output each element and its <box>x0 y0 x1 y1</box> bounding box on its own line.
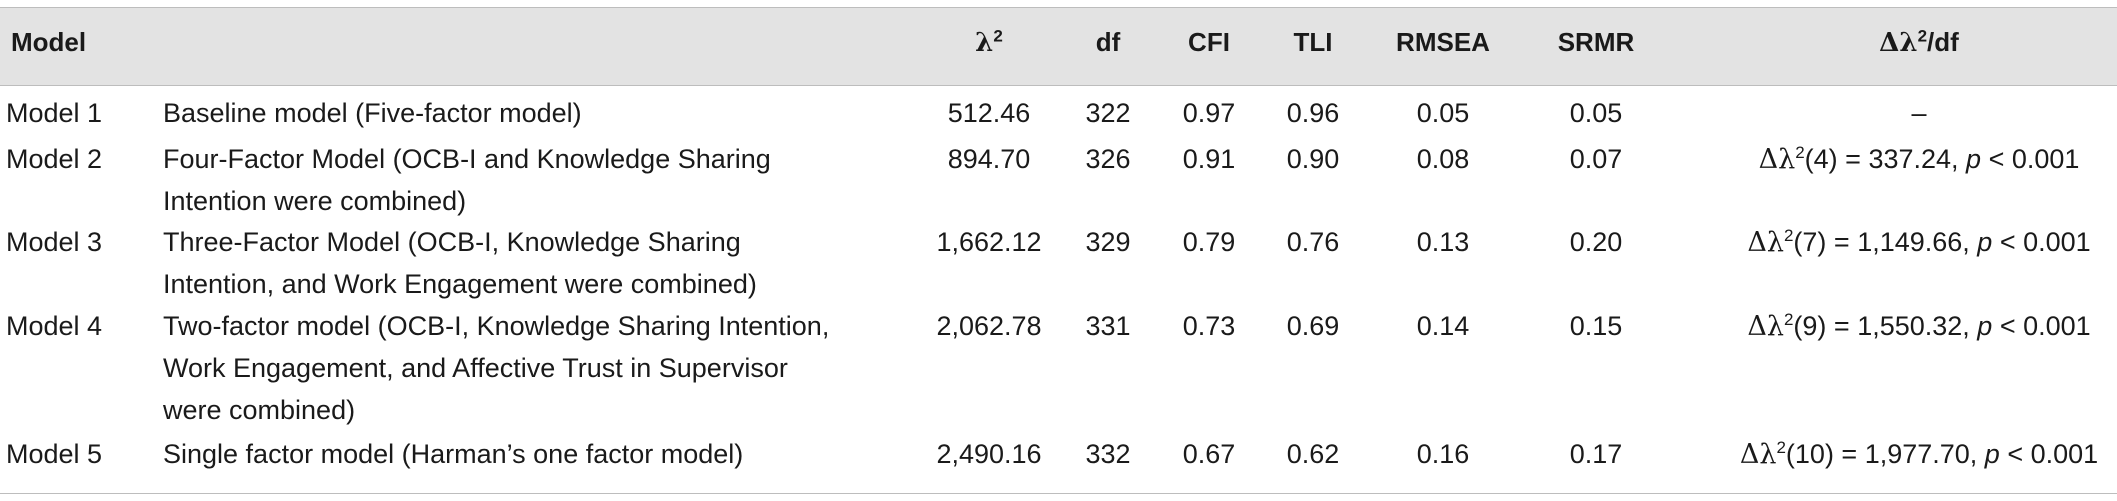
header-df: df <box>1095 27 1121 57</box>
row-3-description-line: Three-Factor Model (OCB-I, Knowledge Sha… <box>163 227 741 257</box>
row-2-delta-symbol: Δλ <box>1758 144 1796 175</box>
row-4-delta-symbol: Δλ <box>1747 311 1784 342</box>
row-5-description: Single factor model (Harman’s one factor… <box>163 433 743 475</box>
row-4-chi2: 2,062.78 <box>936 311 1042 341</box>
row-3-tli: 0.76 <box>1286 227 1340 257</box>
row-1-model: Model 1 <box>6 98 103 128</box>
row-2-description-line: Intention were combined) <box>163 186 467 216</box>
row-2-description-line: Four-Factor Model (OCB-I and Knowledge S… <box>163 144 771 174</box>
row-3-rmsea: 0.13 <box>1416 227 1470 257</box>
row-4-tli: 0.69 <box>1286 311 1340 341</box>
table-header-row <box>0 7 2117 86</box>
row-4-p-compare: < 0.001 <box>1992 311 2091 341</box>
row-5-model: Model 5 <box>6 439 103 469</box>
chi-superscript: 2 <box>993 26 1003 46</box>
row-3-description: Three-Factor Model (OCB-I, Knowledge Sha… <box>163 221 757 305</box>
row-4-model: Model 4 <box>6 311 103 341</box>
row-3-delta-value: (7) = 1,149.66, <box>1793 227 1978 257</box>
row-2-chi2: 894.70 <box>947 144 1031 174</box>
table-bottom-rule <box>0 493 2117 494</box>
row-1-rmsea: 0.05 <box>1416 98 1470 128</box>
row-1-delta: – <box>1911 98 1927 128</box>
row-2-rmsea: 0.08 <box>1416 144 1470 174</box>
row-2-p-label: p <box>1966 144 1982 174</box>
header-chi-square: λ2 <box>975 26 1003 59</box>
row-1-description: Baseline model (Five-factor model) <box>163 92 582 134</box>
row-4-cfi: 0.73 <box>1182 311 1236 341</box>
header-cfi: CFI <box>1188 27 1230 57</box>
row-4-delta: Δλ2(9) = 1,550.32, p < 0.001 <box>1747 305 2090 348</box>
row-3-srmr: 0.20 <box>1569 227 1623 257</box>
row-5-p-label: p <box>1984 439 2000 469</box>
row-3-chi2: 1,662.12 <box>936 227 1042 257</box>
row-2-srmr: 0.07 <box>1569 144 1623 174</box>
row-4-rmsea: 0.14 <box>1416 311 1470 341</box>
delta-chi-symbol: Δλ <box>1879 28 1918 58</box>
chi-symbol: λ <box>975 28 994 58</box>
row-2-df: 326 <box>1085 144 1131 174</box>
row-4-description-line: Work Engagement, and Affective Trust in … <box>163 353 788 383</box>
row-1-df: 322 <box>1085 98 1131 128</box>
header-model: Model <box>11 27 87 57</box>
row-2-cfi: 0.91 <box>1182 144 1236 174</box>
row-1-srmr: 0.05 <box>1569 98 1623 128</box>
row-5-delta: Δλ2(10) = 1,977.70, p < 0.001 <box>1740 433 2098 476</box>
row-5-cfi: 0.67 <box>1182 439 1236 469</box>
delta-chi-superscript: 2 <box>1917 26 1928 46</box>
row-3-delta-symbol: Δλ <box>1747 227 1784 258</box>
row-4-description-line: Two-factor model (OCB-I, Knowledge Shari… <box>163 311 830 341</box>
row-1-cfi: 0.97 <box>1182 98 1236 128</box>
row-2-tli: 0.90 <box>1286 144 1340 174</box>
row-5-delta-superscript: 2 <box>1776 438 1786 457</box>
row-2-p-compare: < 0.001 <box>1981 144 2080 174</box>
row-2-description: Four-Factor Model (OCB-I and Knowledge S… <box>163 138 771 222</box>
header-rmsea: RMSEA <box>1396 27 1490 57</box>
row-3-description-line: Intention, and Work Engagement were comb… <box>163 269 757 299</box>
row-4-df: 331 <box>1085 311 1131 341</box>
row-1-description-line: Baseline model (Five-factor model) <box>163 98 582 128</box>
row-4-description-line: were combined) <box>163 395 356 425</box>
row-4-srmr: 0.15 <box>1569 311 1623 341</box>
row-5-description-line: Single factor model (Harman’s one factor… <box>163 439 744 469</box>
row-5-delta-value: (10) = 1,977.70, <box>1785 439 1985 469</box>
row-1-tli: 0.96 <box>1286 98 1340 128</box>
row-5-df: 332 <box>1085 439 1131 469</box>
row-1-chi2: 512.46 <box>947 98 1031 128</box>
row-5-srmr: 0.17 <box>1569 439 1623 469</box>
row-4-delta-value: (9) = 1,550.32, <box>1793 311 1978 341</box>
row-5-p-compare: < 0.001 <box>1999 439 2099 469</box>
row-2-delta: Δλ2(4) = 337.24, p < 0.001 <box>1759 138 2080 181</box>
row-3-model: Model 3 <box>6 227 103 257</box>
row-3-cfi: 0.79 <box>1182 227 1236 257</box>
row-5-rmsea: 0.16 <box>1416 439 1470 469</box>
row-4-p-label: p <box>1977 311 1993 341</box>
header-srmr: SRMR <box>1557 27 1635 57</box>
delta-chi-tail: /df <box>1927 27 1959 57</box>
row-2-delta-value: (4) = 337.24, <box>1804 144 1967 174</box>
row-5-delta-symbol: Δλ <box>1739 439 1777 470</box>
row-5-chi2: 2,490.16 <box>936 439 1042 469</box>
row-2-model: Model 2 <box>6 144 103 174</box>
row-3-p-compare: < 0.001 <box>1992 227 2091 257</box>
row-4-delta-superscript: 2 <box>1783 310 1794 329</box>
header-delta-chi-df: Δλ2/df <box>1879 26 1959 59</box>
header-tli: TLI <box>1293 27 1333 57</box>
row-4-description: Two-factor model (OCB-I, Knowledge Shari… <box>163 305 829 431</box>
row-3-df: 329 <box>1085 227 1131 257</box>
row-3-delta-superscript: 2 <box>1783 226 1794 245</box>
row-2-delta-superscript: 2 <box>1795 143 1805 162</box>
row-3-p-label: p <box>1977 227 1993 257</box>
row-3-delta: Δλ2(7) = 1,149.66, p < 0.001 <box>1747 221 2090 264</box>
row-5-tli: 0.62 <box>1286 439 1340 469</box>
